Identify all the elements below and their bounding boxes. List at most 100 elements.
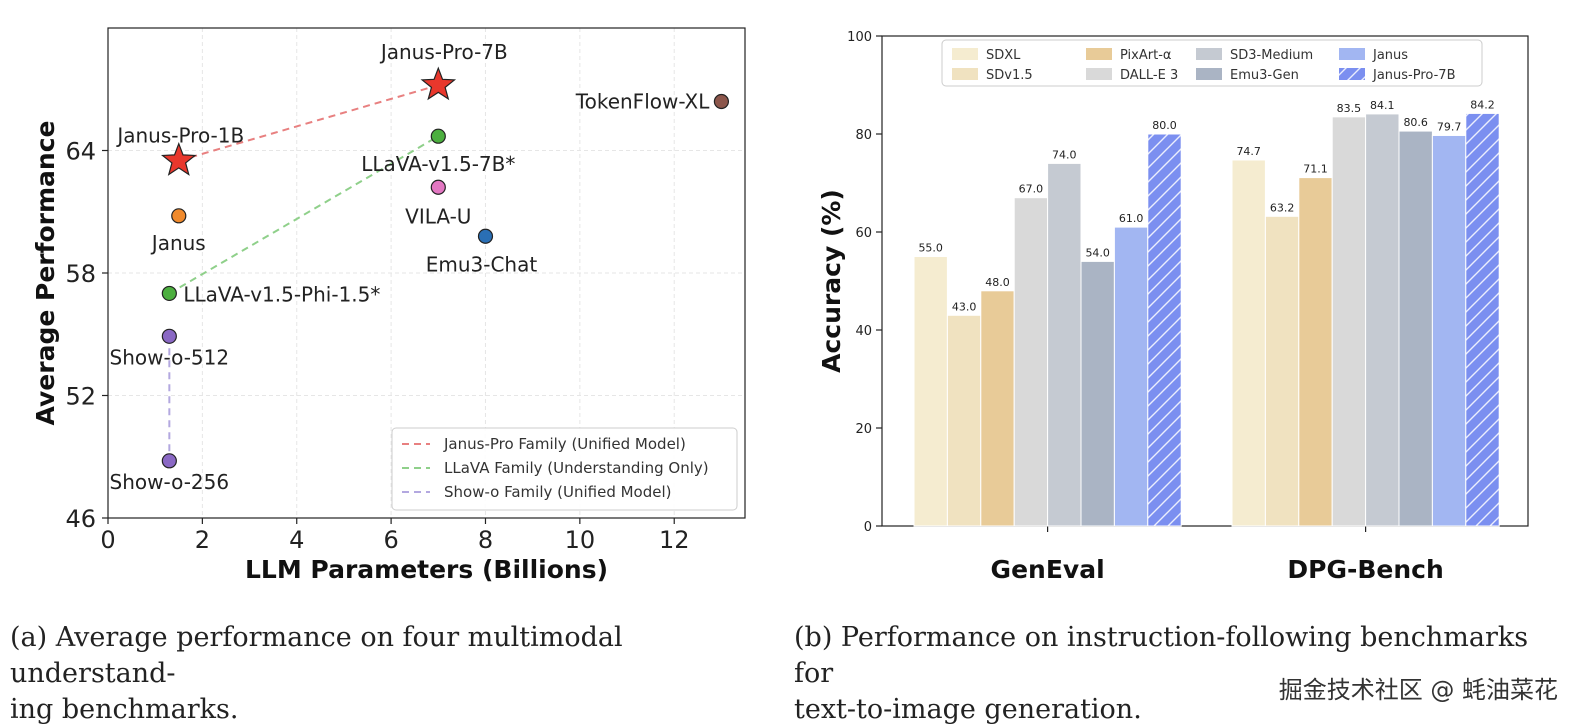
y-tick-label: 100 (847, 30, 872, 45)
point-marker (171, 208, 187, 224)
point-label: LLaVA-v1.5-Phi-1.5* (183, 282, 380, 306)
point-marker (713, 93, 730, 110)
family-line (178, 84, 439, 162)
x-tick-label: 6 (383, 526, 398, 554)
category-label: GenEval (991, 555, 1105, 584)
legend-label: Show-o Family (Unified Model) (444, 483, 672, 501)
legend-label: PixArt-α (1120, 48, 1171, 63)
legend-swatch (1339, 48, 1365, 60)
x-axis-title: LLM Parameters (Billions) (245, 555, 608, 584)
bar (1398, 130, 1433, 527)
x-tick-label: 12 (659, 526, 690, 554)
y-tick-label: 40 (855, 324, 872, 339)
bar (1465, 112, 1500, 527)
bar-value-label: 84.1 (1370, 99, 1395, 112)
point-label: Show-o-512 (110, 345, 230, 369)
point-label: Janus-Pro-7B (379, 40, 508, 64)
bar (1298, 177, 1333, 527)
caption-a-line1: (a) Average performance on four multimod… (10, 622, 623, 689)
bar-value-label: 67.0 (1019, 183, 1044, 196)
caption-b-line2: text-to-image generation. (794, 694, 1142, 725)
y-tick-label: 46 (65, 505, 96, 533)
bar-value-label: 74.0 (1052, 148, 1077, 161)
bar-value-label: 55.0 (918, 242, 943, 255)
family-line (168, 135, 439, 295)
legend-swatch (1086, 68, 1112, 80)
point-label: Janus (150, 231, 206, 255)
point-label: Emu3-Chat (426, 252, 538, 276)
bar-value-label: 71.1 (1303, 163, 1328, 176)
legend-swatch (952, 68, 978, 80)
point-marker (430, 179, 446, 195)
point-marker (161, 453, 177, 469)
bar-value-label: 80.6 (1403, 116, 1428, 129)
point-label: Janus-Pro-1B (115, 124, 244, 148)
x-tick-label: 4 (289, 526, 304, 554)
star-marker (160, 142, 197, 176)
bar (1231, 159, 1266, 527)
legend-swatch (1086, 48, 1112, 60)
point-label: LLaVA-v1.5-7B* (361, 152, 515, 176)
point-marker (161, 285, 177, 302)
bar (913, 256, 948, 527)
bar (1431, 134, 1467, 527)
y-tick-label: 80 (855, 128, 872, 143)
legend-swatch (1339, 68, 1365, 80)
bar-value-label: 48.0 (985, 276, 1010, 289)
y-tick-label: 60 (855, 226, 872, 241)
y-tick-label: 0 (864, 520, 872, 535)
legend-label: Janus-Pro Family (Unified Model) (443, 435, 686, 453)
bar-chart: 0 20 40 60 80 100 Accuracy (%) GenEval 55.0 43.0 4… (817, 30, 1529, 584)
point-label: Show-o-256 (110, 470, 230, 494)
legend-label: SDv1.5 (986, 68, 1033, 83)
y-tick-label: 58 (65, 260, 96, 288)
point-label: VILA-U (405, 204, 471, 228)
point-label: TokenFlow-XL (575, 90, 710, 114)
bar (1080, 260, 1115, 527)
bar-value-label: 43.0 (952, 300, 977, 313)
bar (1113, 226, 1149, 527)
bar-value-label: 84.2 (1470, 98, 1495, 111)
bar (1331, 116, 1367, 527)
y-axis-title: Average Performance (31, 121, 60, 426)
bar (1264, 215, 1300, 527)
bar (1047, 162, 1082, 527)
point-marker (430, 128, 446, 144)
caption-b-line1: (b) Performance on instruction-following… (794, 622, 1529, 689)
y-tick-label: 64 (65, 138, 96, 166)
legend-label: DALL-E 3 (1120, 68, 1178, 83)
bar (1147, 133, 1182, 527)
legend-swatch (1196, 48, 1222, 60)
star-marker (420, 66, 457, 101)
bar-value-label: 79.7 (1437, 120, 1462, 133)
legend-label: Janus (1372, 48, 1408, 63)
bar (1013, 197, 1049, 527)
category-label: DPG-Bench (1287, 555, 1443, 584)
bar-value-label: 63.2 (1270, 201, 1295, 214)
y-axis-title: Accuracy (%) (817, 189, 846, 373)
bar-value-label: 80.0 (1152, 119, 1177, 132)
legend-label: SDXL (986, 48, 1021, 63)
legend-label: Janus-Pro-7B (1372, 68, 1456, 83)
bar-value-label: 61.0 (1119, 212, 1144, 225)
x-tick-label: 8 (478, 526, 493, 554)
point-marker (161, 328, 177, 344)
point-marker (477, 228, 494, 244)
watermark: 掘金技术社区 @ 蚝油菜花 (1278, 676, 1558, 704)
caption-a-line2: ing benchmarks. (10, 694, 239, 725)
legend-label: SD3-Medium (1230, 48, 1313, 63)
bar-value-label: 74.7 (1236, 145, 1261, 158)
plot-frame (881, 35, 1529, 527)
caption-b: (b) Performance on instruction-following… (794, 620, 1564, 728)
legend-box (391, 427, 738, 511)
legend-swatch (952, 48, 978, 60)
bar (946, 314, 982, 527)
bar (1365, 113, 1400, 527)
x-tick-label: 10 (565, 526, 596, 554)
x-tick-label: 2 (195, 526, 210, 554)
bar-value-label: 54.0 (1085, 246, 1110, 259)
bar (980, 290, 1015, 527)
y-tick-label: 52 (65, 383, 96, 411)
